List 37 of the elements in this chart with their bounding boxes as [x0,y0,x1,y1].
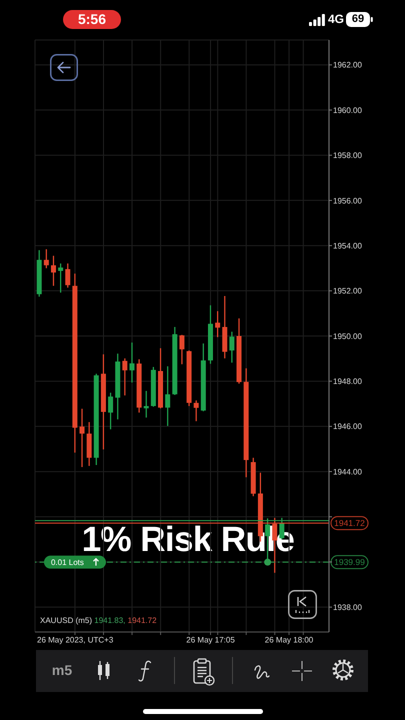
y-tick-label: 1948.00 [333,377,362,386]
candlestick [229,331,234,364]
candlestick [144,390,149,418]
annotation: 0.01 Lots [50,558,84,567]
x-axis-title: 26 May 2023, UTC+3 [37,636,114,645]
x-tick-label: 26 May 18:00 [264,636,314,645]
candlestick [108,392,114,430]
candlestick [50,255,56,286]
y-tick-label: 1952.00 [333,286,362,296]
y-tick-label: 1954.00 [333,241,362,250]
candlestick [65,262,70,288]
y-tick-label: 1956.00 [333,196,362,206]
candlestick [129,342,134,384]
candlestick [80,408,85,468]
candlestick [122,358,128,396]
annotation: XAUUSD (m5) [40,616,92,625]
y-tick-label: 1950.00 [333,332,362,341]
ref-line-label: 1941.72 [334,518,366,528]
text: m5 [50,662,74,678]
y-tick-label: 1962.00 [333,60,362,70]
candlestick [179,334,184,365]
candlestick [215,310,220,338]
x-tick-label: 26 May 17:05 [186,636,236,645]
y-tick-label: 1958.00 [333,151,362,160]
ref-line-label: 1939.99 [334,557,366,568]
candlestick [194,400,199,422]
candlestick [165,366,170,427]
candlestick [58,262,64,294]
annotation: 1941.72 [128,616,157,625]
y-tick-label: 1960.00 [333,106,362,115]
text: 4G [328,12,344,27]
text: 5:56 [63,10,121,29]
y-tick-label: 1946.00 [333,422,362,432]
y-tick-label: 1944.00 [333,467,362,476]
candlestick [44,248,49,269]
annotation: 1941.83, [94,616,126,625]
y-tick-label: 1938.00 [333,602,362,612]
